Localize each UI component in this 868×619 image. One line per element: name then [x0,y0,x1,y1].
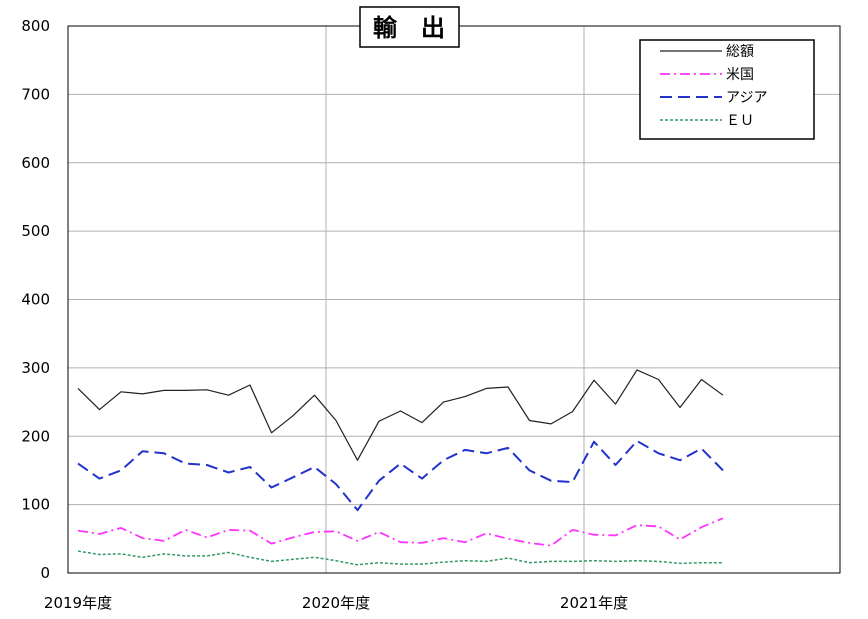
series-line-1 [77,517,724,547]
y-tick-label: 700 [21,85,50,103]
chart-title: 輸 出 [373,14,445,42]
y-tick-label: 600 [21,154,50,172]
y-axis-tick-labels: 0 100 200 300 400 500 600 700 800 [21,17,50,582]
legend-label: 総額 [726,44,754,60]
gridlines [68,26,840,573]
y-tick-label: 400 [21,291,50,309]
y-tick-label: 0 [40,564,50,582]
x-tick-label: 2019年度 [44,594,112,612]
y-tick-label: 300 [21,359,50,377]
y-tick-label: 800 [21,17,50,35]
x-axis-tick-labels: 2019年度 2020年度 2021年度 [44,594,628,612]
series-line-3 [77,550,723,566]
x-tick-label: 2021年度 [560,594,628,612]
legend-box [639,39,815,140]
x-tick-label: 2020年度 [302,594,370,612]
chart-title-box: 輸 出 [359,6,460,48]
y-tick-label: 200 [21,427,50,445]
legend-label: ＥＵ [726,113,754,129]
series-lines [77,369,724,566]
y-tick-label: 500 [21,222,50,240]
series-line-2 [77,440,724,512]
legend-label: 米国 [726,67,754,83]
y-tick-label: 100 [21,496,50,514]
legend-label: アジア [726,90,767,106]
series-line-0 [77,369,724,461]
